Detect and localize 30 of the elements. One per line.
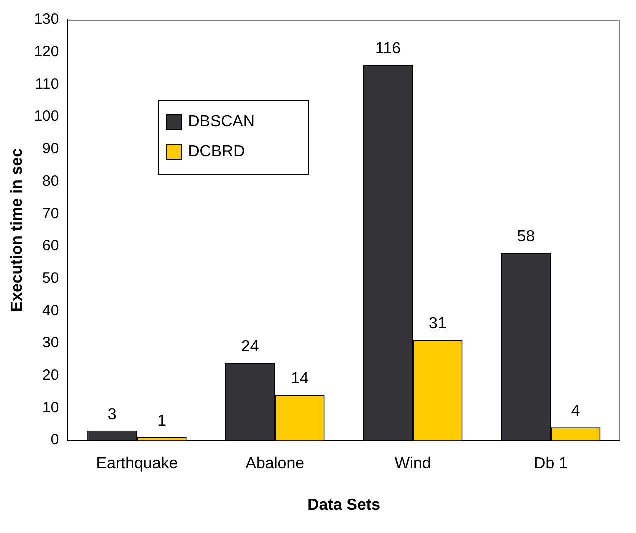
y-tick-label: 70	[42, 205, 60, 222]
x-tick-label: Earthquake	[96, 456, 178, 473]
data-label: 58	[517, 228, 536, 246]
y-tick-label: 130	[34, 11, 60, 28]
y-tick-label: 20	[42, 367, 60, 384]
legend-label: DBSCAN	[188, 113, 255, 130]
y-tick-label: 30	[42, 334, 60, 352]
data-label: 24	[241, 338, 260, 356]
data-label: 4	[571, 403, 580, 420]
x-axis-title: Data Sets	[308, 496, 381, 514]
y-tick-label: 90	[42, 140, 60, 158]
y-tick-label: 80	[42, 172, 60, 190]
data-label: 116	[375, 40, 402, 58]
x-tick-label: Db 1	[534, 456, 568, 473]
data-label: 31	[429, 316, 447, 333]
data-label: 3	[108, 406, 117, 424]
y-tick-label: 50	[42, 270, 60, 287]
legend-label: DCBRD	[188, 143, 246, 160]
y-axis-title: Execution time in sec	[9, 148, 26, 312]
y-tick-label: 60	[42, 238, 60, 255]
y-tick-label: 0	[50, 432, 60, 449]
y-tick-label: 100	[34, 108, 60, 126]
y-tick-label: 120	[34, 43, 60, 60]
y-tick-label: 40	[42, 302, 60, 320]
y-tick-label: 110	[35, 76, 60, 93]
x-tick-label: Wind	[394, 456, 432, 473]
y-tick-label: 10	[42, 399, 60, 416]
x-tick-label: Abalone	[246, 456, 305, 473]
data-label: 1	[158, 412, 167, 430]
data-label: 14	[291, 370, 309, 388]
